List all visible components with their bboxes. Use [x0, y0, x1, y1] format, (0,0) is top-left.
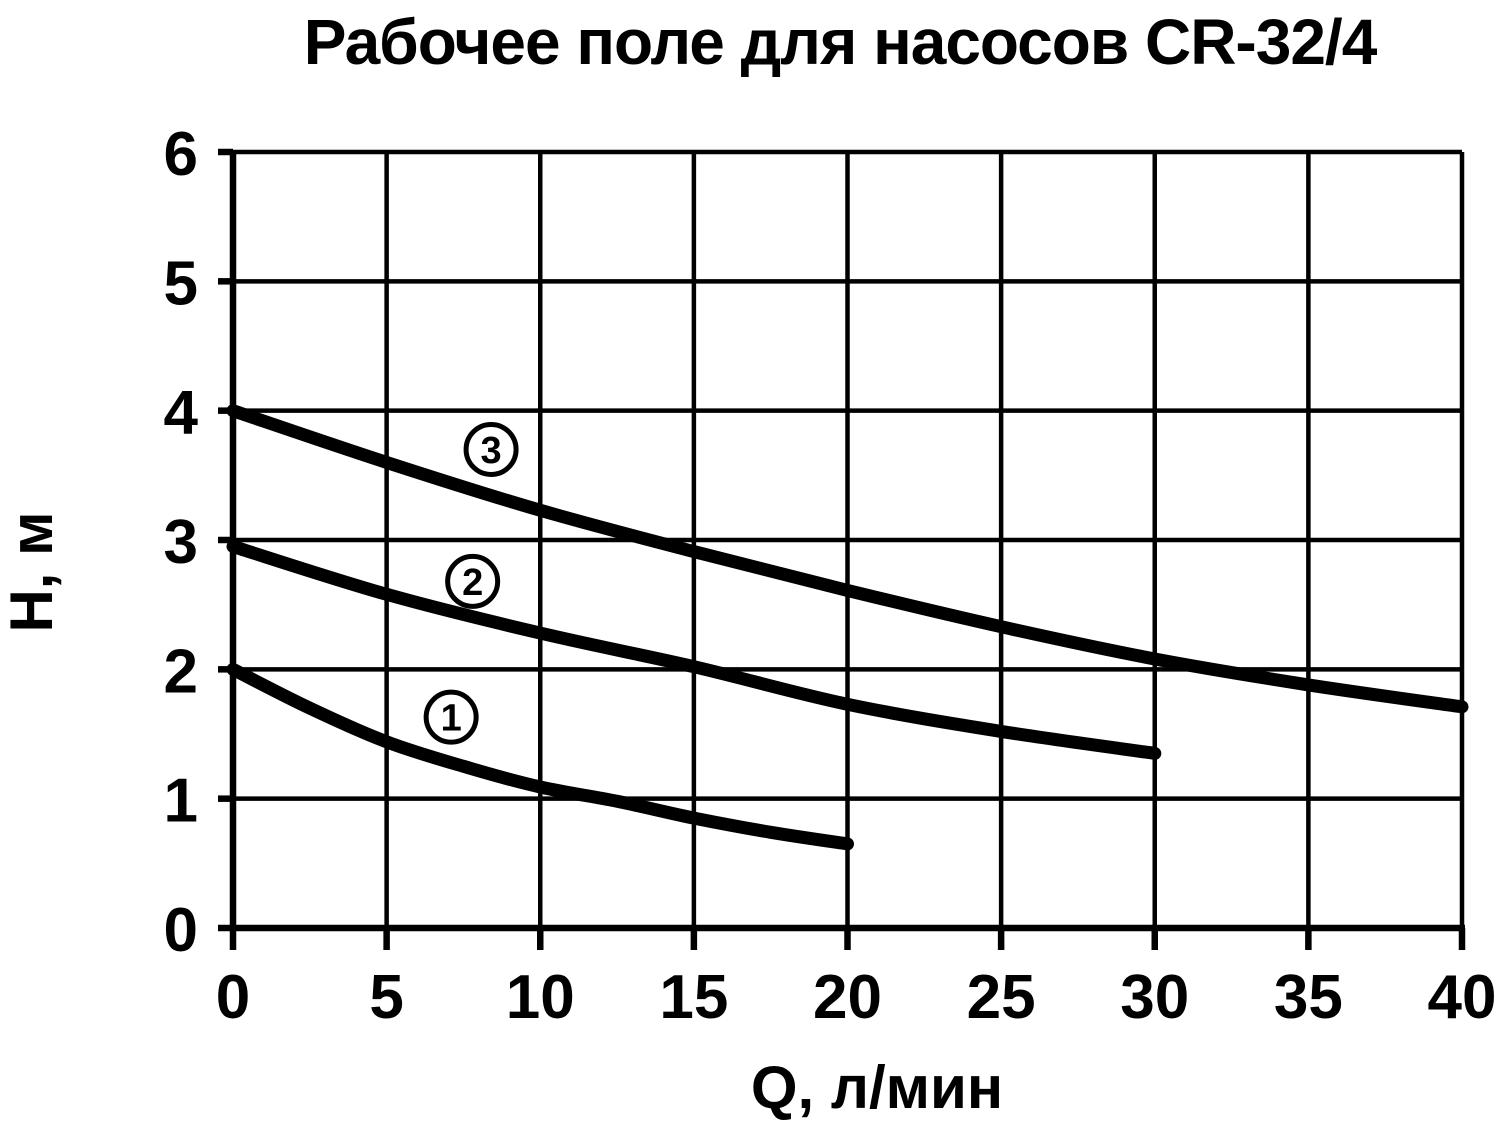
curve-1 [226, 662, 854, 851]
curve-badge-number-1: 1 [441, 698, 462, 740]
y-tick-label: 6 [164, 120, 198, 189]
x-tick-label: 35 [1274, 963, 1343, 1032]
curve-badge-number-3: 3 [481, 430, 502, 472]
y-tick-label: 2 [164, 637, 198, 706]
y-tick-label: 3 [164, 508, 198, 577]
x-axis-label: Q, л/мин [751, 1054, 1003, 1121]
x-tick-label: 15 [659, 963, 728, 1032]
pump-curves [226, 404, 1469, 851]
curve-badge-number-2: 2 [462, 562, 483, 604]
tick-labels: 0 5 10 15 20 25 30 35 40 0 1 2 3 4 5 6 [164, 120, 1497, 1032]
curve-badge-circle-2 [445, 553, 501, 609]
y-tick-label: 4 [164, 379, 199, 448]
x-tick-label: 10 [506, 963, 575, 1032]
y-tick-label: 5 [164, 249, 198, 318]
y-tick-label: 1 [164, 767, 198, 836]
x-tick-label: 5 [369, 963, 403, 1032]
x-tick-label: 0 [216, 963, 250, 1032]
curve-number-badges: 1 2 3 [423, 421, 519, 745]
curve-2 [226, 540, 1162, 760]
x-tick-label: 20 [813, 963, 882, 1032]
x-tick-label: 40 [1428, 963, 1497, 1032]
axis-ticks [218, 148, 1466, 950]
curve-3 [226, 404, 1469, 714]
chart-title: Рабочее поле для насосов CR-32/4 [304, 6, 1378, 78]
y-tick-label: 0 [164, 896, 198, 965]
grid-lines [230, 149, 1465, 931]
curve-badge-circle-3 [463, 421, 519, 477]
y-axis-label: H, м [0, 511, 65, 632]
x-tick-label: 30 [1120, 963, 1189, 1032]
curve-badge-circle-1 [423, 689, 479, 745]
x-tick-label: 25 [967, 963, 1036, 1032]
